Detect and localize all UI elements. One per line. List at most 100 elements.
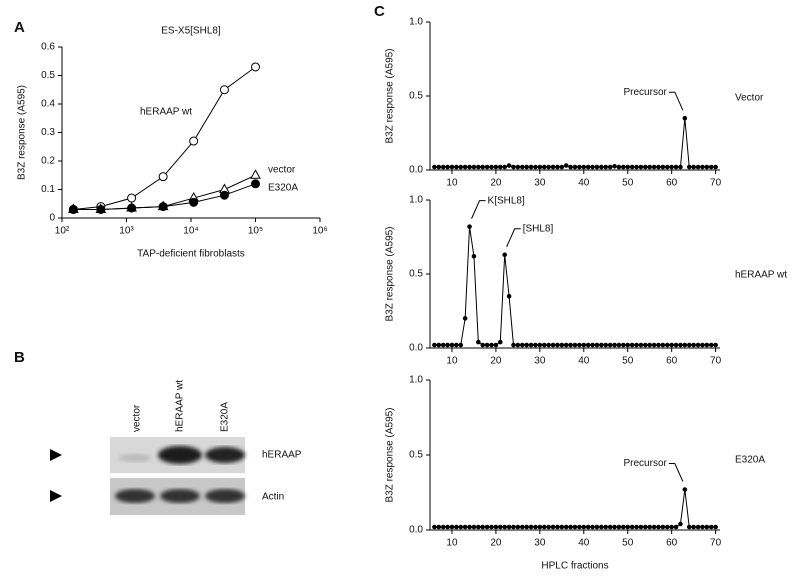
marker: [708, 342, 714, 348]
marker: [686, 524, 692, 530]
marker: [669, 164, 674, 170]
y-tick-label: 1.0: [409, 195, 423, 206]
marker: [515, 164, 521, 170]
marker: [599, 524, 604, 530]
marker: [251, 62, 260, 72]
marker: [647, 342, 652, 348]
x-tick-label: 70: [710, 356, 722, 367]
marker: [629, 342, 635, 348]
marker: [498, 339, 503, 345]
series-label: E320A: [735, 455, 765, 466]
marker: [621, 342, 626, 348]
leader-line: [668, 463, 684, 482]
marker: [484, 524, 490, 530]
panel-letter: C: [374, 3, 385, 20]
lane-label: E320A: [220, 402, 231, 432]
marker: [634, 524, 639, 530]
marker: [189, 197, 199, 207]
x-tick-label: 10⁴: [183, 226, 198, 237]
marker: [664, 524, 670, 530]
marker: [250, 169, 261, 179]
marker: [594, 164, 600, 170]
marker: [493, 524, 499, 530]
band: [205, 489, 245, 503]
band: [160, 489, 200, 503]
marker: [537, 164, 543, 170]
marker: [695, 164, 701, 170]
marker: [519, 342, 525, 348]
marker: [621, 524, 626, 530]
marker: [568, 164, 573, 170]
marker: [489, 164, 494, 170]
marker: [550, 164, 556, 170]
marker: [515, 342, 521, 348]
y-tick-label: 0.3: [41, 127, 55, 138]
marker: [471, 164, 477, 170]
marker: [612, 164, 617, 169]
series-line: [434, 489, 716, 528]
x-axis-label: HPLC fractions: [541, 561, 608, 572]
marker: [519, 164, 525, 170]
marker: [445, 524, 450, 530]
marker: [673, 342, 679, 348]
marker: [621, 164, 626, 170]
x-tick-label: 40: [578, 356, 590, 367]
marker: [550, 524, 556, 530]
marker: [585, 524, 591, 530]
y-axis-label: B3Z response (A595): [385, 407, 396, 502]
marker: [691, 524, 696, 530]
marker: [568, 342, 573, 348]
series-label: vector: [268, 165, 296, 176]
marker: [585, 342, 591, 348]
marker: [691, 164, 696, 170]
marker: [656, 342, 661, 348]
marker: [502, 252, 507, 258]
marker: [695, 524, 701, 530]
marker: [581, 524, 587, 530]
marker: [555, 164, 560, 170]
x-tick-label: 10⁶: [312, 226, 327, 237]
marker: [524, 164, 529, 170]
panel-letter: A: [14, 19, 25, 36]
marker: [678, 342, 683, 348]
marker: [607, 164, 613, 170]
y-axis-label: B3Z response (A595): [385, 48, 396, 143]
x-tick-label: 30: [534, 178, 546, 189]
band: [119, 454, 151, 462]
marker: [219, 85, 229, 95]
y-tick-label: 1.0: [409, 17, 423, 28]
x-tick-label: 30: [534, 538, 546, 549]
marker: [432, 524, 437, 530]
x-axis-label: TAP-deficient fibroblasts: [137, 249, 245, 260]
marker: [559, 164, 565, 170]
marker: [678, 521, 683, 527]
marker: [713, 164, 718, 170]
marker: [590, 524, 595, 530]
marker: [686, 164, 692, 170]
y-axis-label: B3Z response (A595): [385, 226, 396, 321]
marker: [96, 204, 106, 214]
marker: [664, 342, 670, 348]
marker: [462, 316, 468, 321]
band: [205, 447, 245, 463]
marker: [695, 342, 701, 348]
marker: [440, 342, 446, 348]
marker: [533, 342, 538, 348]
marker: [484, 342, 490, 348]
marker: [594, 342, 600, 348]
marker: [511, 342, 516, 348]
marker: [471, 253, 477, 259]
marker: [127, 193, 137, 203]
marker: [563, 342, 569, 348]
marker: [480, 524, 486, 530]
marker: [704, 164, 710, 170]
marker: [502, 164, 507, 170]
marker: [673, 164, 679, 170]
marker: [708, 524, 714, 530]
x-tick-label: 70: [710, 178, 722, 189]
marker: [476, 339, 481, 345]
lane-label: hERAAP wt: [175, 380, 186, 432]
marker: [506, 163, 512, 168]
y-tick-label: 0.5: [409, 91, 423, 102]
x-tick-label: 20: [490, 356, 502, 367]
